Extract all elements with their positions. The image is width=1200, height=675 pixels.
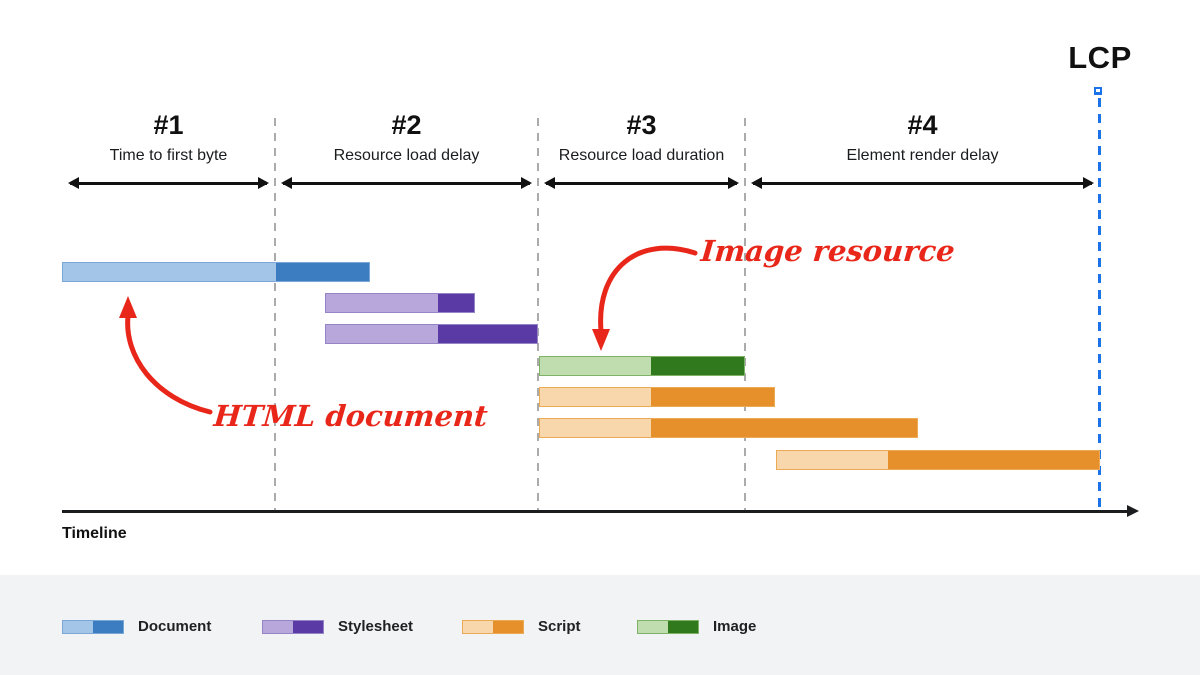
phase-label: Resource load duration	[558, 147, 725, 164]
bar-image	[539, 356, 745, 376]
phase-number: #2	[391, 110, 422, 140]
phase-range-arrow	[544, 178, 739, 188]
phase-number: #3	[626, 110, 657, 140]
legend-item-script: Script	[462, 618, 581, 635]
lcp-dashed-line	[1098, 98, 1101, 511]
legend-label: Document	[138, 618, 212, 635]
phase-divider-2	[537, 118, 539, 512]
phase-label: Element render delay	[846, 147, 999, 164]
legend: Document Stylesheet Script Image	[0, 575, 1200, 675]
html-document-annotation: HTML document	[212, 399, 490, 433]
phase-label: Time to first byte	[109, 147, 228, 164]
phase-divider-1	[274, 118, 276, 512]
phase-header-3: #3 Resource load duration	[538, 108, 745, 188]
legend-label: Stylesheet	[338, 618, 414, 635]
stylesheet-swatch-icon	[262, 619, 324, 634]
legend-item-image: Image	[637, 618, 756, 635]
image-resource-annotation: Image resource	[699, 234, 957, 268]
timeline-axis	[62, 505, 1139, 517]
phase-divider-3	[744, 118, 746, 512]
document-swatch-icon	[62, 619, 124, 634]
phase-header-1: #1 Time to first byte	[62, 108, 275, 188]
legend-item-stylesheet: Stylesheet	[262, 618, 413, 635]
legend-label: Script	[538, 618, 581, 635]
lcp-marker-icon	[1094, 87, 1102, 95]
phase-range-arrow	[751, 178, 1094, 188]
bar-document	[62, 262, 370, 282]
phase-range-arrow	[68, 178, 269, 188]
bar-script	[776, 450, 1100, 470]
legend-label: Image	[713, 618, 757, 635]
bar-stylesheet	[325, 293, 475, 313]
image-swatch-icon	[637, 619, 699, 634]
legend-item-document: Document	[62, 618, 211, 635]
lcp-title: LCP	[1068, 40, 1132, 75]
bar-script	[539, 387, 775, 407]
phase-label: Resource load delay	[333, 147, 480, 164]
phase-number: #1	[153, 110, 184, 140]
script-swatch-icon	[462, 619, 524, 634]
image-resource-arrow	[592, 245, 698, 351]
phase-range-arrow	[281, 178, 532, 188]
phase-header-4: #4 Element render delay	[745, 108, 1100, 188]
phase-number: #4	[907, 110, 938, 140]
timeline-label: Timeline	[62, 525, 127, 542]
html-document-arrow	[119, 296, 213, 415]
phase-header-2: #2 Resource load delay	[275, 108, 538, 188]
bar-script	[539, 418, 918, 438]
bar-stylesheet	[325, 324, 538, 344]
